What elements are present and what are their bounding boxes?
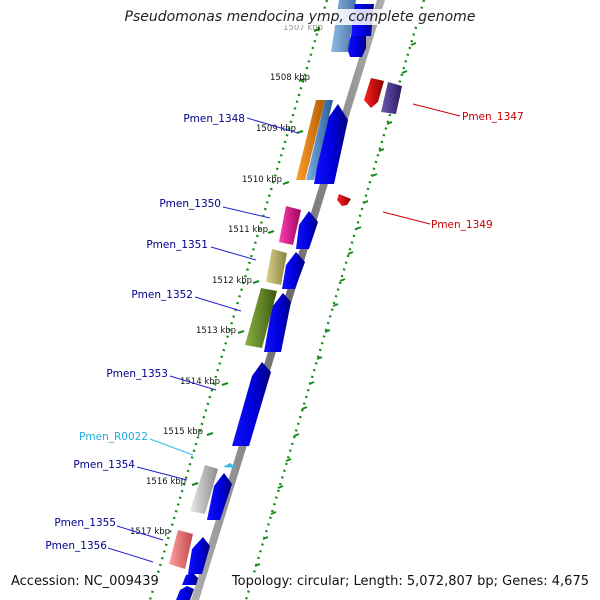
- cds-arrow-forward[interactable]: [182, 573, 198, 585]
- gene-label[interactable]: Pmen_1350: [159, 198, 221, 210]
- genome-summary-label: Topology: circular; Length: 5,072,807 bp…: [230, 574, 591, 589]
- leader-line: [150, 439, 193, 455]
- cds-arrow-reverse[interactable]: [364, 78, 384, 108]
- cds-arrow-reverse[interactable]: [337, 194, 351, 206]
- kbp-label: 1509 kbp: [256, 124, 296, 134]
- gene-label[interactable]: Pmen_1348: [183, 113, 245, 125]
- gene-label[interactable]: Pmen_1353: [106, 368, 168, 380]
- gene-label[interactable]: Pmen_1354: [73, 459, 135, 471]
- map-title: Pseudomonas mendocina ymp, complete geno…: [0, 9, 600, 25]
- accession-label: Accession: NC_009439: [9, 574, 161, 589]
- leader-line: [108, 548, 153, 562]
- cog-block[interactable]: [381, 82, 402, 114]
- kbp-label: 1513 kbp: [196, 326, 236, 336]
- kbp-label: 1508 kbp: [270, 73, 310, 83]
- gene-label[interactable]: Pmen_1347: [462, 111, 524, 123]
- gene-label[interactable]: Pmen_1355: [54, 517, 116, 529]
- leader-line: [413, 104, 460, 116]
- reverse-cds-track: [337, 78, 384, 206]
- leader-line: [195, 297, 241, 311]
- leader-line: [383, 212, 430, 224]
- cog-block[interactable]: [169, 530, 193, 569]
- kbp-label: 1515 kbp: [163, 427, 203, 437]
- gene-label[interactable]: Pmen_R0022: [79, 431, 148, 443]
- cds-arrow-forward[interactable]: [232, 362, 271, 446]
- cds-arrow-forward[interactable]: [176, 586, 194, 600]
- kbp-label: 1512 kbp: [212, 276, 252, 286]
- gene-label[interactable]: Pmen_1351: [146, 239, 208, 251]
- leader-line: [223, 207, 270, 218]
- gene-label[interactable]: Pmen_1349: [431, 219, 493, 231]
- kbp-label: 1510 kbp: [242, 175, 282, 185]
- leader-line: [211, 247, 256, 260]
- kbp-label: 1511 kbp: [228, 225, 268, 235]
- gene-label[interactable]: Pmen_1356: [45, 540, 107, 552]
- gene-label[interactable]: Pmen_1352: [131, 289, 193, 301]
